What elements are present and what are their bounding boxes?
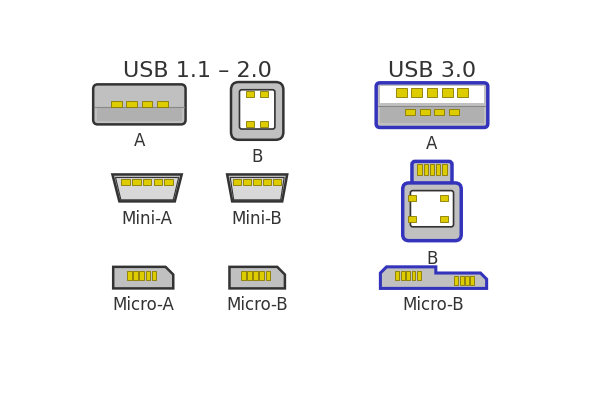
Bar xyxy=(260,121,268,128)
FancyBboxPatch shape xyxy=(412,162,452,188)
Polygon shape xyxy=(381,267,487,288)
Bar xyxy=(243,179,251,185)
Bar xyxy=(246,91,254,98)
Bar xyxy=(273,179,281,185)
Bar xyxy=(442,88,453,98)
Bar xyxy=(434,109,444,115)
Text: B: B xyxy=(251,147,263,166)
Bar xyxy=(259,271,264,280)
Text: Micro-A: Micro-A xyxy=(112,296,174,314)
Text: Mini-A: Mini-A xyxy=(121,210,173,228)
Bar xyxy=(260,91,268,98)
FancyBboxPatch shape xyxy=(403,183,461,241)
Text: Mini-B: Mini-B xyxy=(232,210,282,228)
Text: USB 1.1 – 2.0: USB 1.1 – 2.0 xyxy=(123,61,271,81)
Bar xyxy=(440,216,448,222)
FancyBboxPatch shape xyxy=(93,85,185,124)
Bar xyxy=(146,271,150,280)
FancyBboxPatch shape xyxy=(240,90,275,129)
Bar xyxy=(420,109,429,115)
Text: Micro-B: Micro-B xyxy=(226,296,288,314)
FancyBboxPatch shape xyxy=(376,83,488,128)
Bar xyxy=(380,86,484,103)
Text: Micro-B: Micro-B xyxy=(403,296,464,314)
Bar xyxy=(143,179,151,185)
Text: A: A xyxy=(134,132,145,150)
Polygon shape xyxy=(230,177,284,200)
Bar xyxy=(233,179,241,185)
Bar xyxy=(408,195,416,201)
Bar xyxy=(417,164,422,175)
Bar xyxy=(152,271,156,280)
Bar xyxy=(165,179,173,185)
Bar xyxy=(157,101,168,107)
Bar xyxy=(396,88,407,98)
FancyBboxPatch shape xyxy=(231,82,284,140)
Bar xyxy=(241,271,246,280)
Polygon shape xyxy=(115,177,179,200)
Text: B: B xyxy=(426,250,437,268)
Bar xyxy=(449,109,459,115)
Bar xyxy=(247,271,252,280)
Bar xyxy=(458,88,468,98)
Bar xyxy=(121,179,130,185)
Bar xyxy=(411,88,422,98)
Bar xyxy=(426,88,437,98)
Bar xyxy=(142,101,152,107)
Bar xyxy=(412,271,415,280)
Bar xyxy=(264,179,271,185)
Bar xyxy=(454,276,458,285)
Polygon shape xyxy=(229,267,285,288)
Bar xyxy=(127,271,132,280)
Bar xyxy=(395,271,400,280)
Polygon shape xyxy=(113,267,173,288)
Bar xyxy=(246,121,254,128)
Bar xyxy=(266,271,270,280)
Polygon shape xyxy=(227,175,287,201)
Bar xyxy=(465,276,469,285)
Bar xyxy=(460,276,464,285)
Bar xyxy=(132,179,140,185)
Polygon shape xyxy=(112,175,182,201)
Bar xyxy=(97,107,182,120)
Bar xyxy=(442,164,447,175)
Bar xyxy=(133,271,138,280)
Text: A: A xyxy=(426,135,437,153)
Bar xyxy=(405,109,415,115)
Bar xyxy=(470,276,475,285)
Bar xyxy=(406,271,410,280)
Bar xyxy=(253,271,258,280)
Bar xyxy=(429,164,434,175)
FancyBboxPatch shape xyxy=(411,191,454,227)
Bar xyxy=(111,101,121,107)
Bar xyxy=(154,179,162,185)
Bar xyxy=(408,216,416,222)
Bar xyxy=(401,271,404,280)
Bar xyxy=(417,271,421,280)
Bar xyxy=(126,101,137,107)
Bar xyxy=(436,164,440,175)
Bar xyxy=(380,106,484,123)
Bar xyxy=(423,164,428,175)
Bar xyxy=(139,271,144,280)
Text: USB 3.0: USB 3.0 xyxy=(388,61,476,81)
Bar xyxy=(253,179,261,185)
Bar xyxy=(440,195,448,201)
